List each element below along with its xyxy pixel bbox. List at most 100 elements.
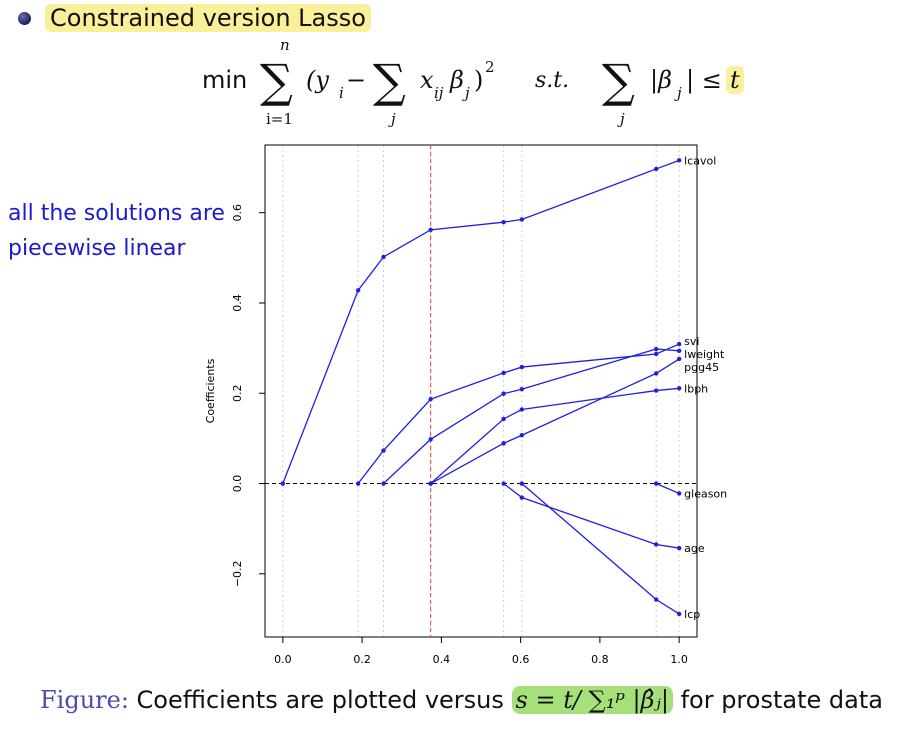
bullet-dot-icon [18, 11, 31, 25]
formula-sum3-lower: j [620, 110, 625, 128]
x-tick-label: 0.2 [353, 653, 371, 666]
formula-power: 2 [485, 58, 495, 76]
series-label-age: age [684, 542, 705, 555]
series-line-lcavol [282, 159, 680, 484]
formula-sum-lower: i=1 [266, 110, 293, 128]
lasso-formula: min n ∑ i=1 (y i − ∑ j x ij β j ) 2 s.t.… [200, 36, 760, 136]
side-note-line-2: piecewise linear [8, 236, 186, 261]
data-point-lcavol [355, 288, 361, 293]
series-line-pgg45 [430, 358, 680, 485]
formula-sigma-2: ∑ [373, 54, 406, 108]
figure-caption: Figure: Coefficients are plotted versus … [40, 686, 883, 714]
y-axis-label: Coefficients [204, 358, 217, 423]
series-label-lcavol: lcavol [684, 154, 716, 167]
data-point-lbph [519, 407, 525, 412]
caption-text-before: Coefficients are plotted versus [128, 686, 512, 714]
formula-inner-sub: j [391, 110, 396, 128]
x-tick-label: 0.8 [591, 653, 609, 666]
formula-sub-ij: ij [434, 84, 444, 102]
data-point-lbph [676, 386, 682, 391]
data-point-lweight [519, 386, 525, 392]
series-label-gleason: gleason [684, 487, 727, 500]
data-point-lcavol [519, 217, 525, 222]
plot-frame [264, 144, 698, 638]
series-label-lcp: lcp [684, 608, 700, 621]
data-point-lcavol [501, 219, 506, 225]
data-point-age [519, 495, 525, 500]
series-line-lcp [521, 483, 680, 615]
side-note: all the solutions are piecewise linear [8, 196, 248, 266]
x-tick-label: 1.0 [670, 653, 688, 666]
data-point-pgg45 [501, 441, 506, 446]
data-point-age [501, 481, 506, 486]
data-point-svi [653, 351, 659, 357]
formula-abs-beta: |β [650, 66, 672, 94]
data-point-gleason [653, 481, 659, 486]
data-point-lbph [428, 481, 433, 486]
formula-t: t [726, 66, 744, 94]
data-point-pgg45 [519, 433, 525, 438]
formula-sigma-3: ∑ [602, 54, 635, 108]
data-point-lbph [501, 416, 506, 422]
formula-abs-sub-j: j [677, 84, 682, 102]
data-point-age [676, 545, 682, 551]
formula-st: s.t. [535, 68, 570, 93]
y-tick-label: 0.4 [231, 294, 244, 312]
data-point-pgg45 [676, 356, 682, 362]
caption-highlight: s = t/ ∑₁ᵖ |β̂ⱼ| [511, 686, 673, 714]
formula-minus: − [346, 66, 367, 94]
formula-sub-j: j [465, 84, 470, 102]
data-point-svi [676, 341, 682, 347]
x-tick-label: 0.6 [512, 653, 530, 666]
formula-leq: | ≤ [686, 66, 722, 94]
series-label-lbph: lbph [684, 382, 708, 395]
data-point-svi [519, 364, 525, 370]
y-tick-label: −0.2 [231, 560, 244, 587]
formula-min: min [202, 66, 248, 94]
y-tick-label: 0.2 [231, 385, 244, 403]
data-point-lweight [381, 481, 386, 486]
data-point-lcavol [280, 481, 286, 486]
formula-sum-upper: n [280, 36, 290, 54]
formula-sigma-1: ∑ [260, 54, 293, 108]
formula-sub-i: i [339, 84, 344, 102]
data-point-lweight [653, 346, 659, 352]
data-point-pgg45 [653, 371, 659, 376]
bullet-item: Constrained version Lasso [18, 4, 371, 32]
data-point-svi [355, 481, 361, 486]
data-point-lcavol [676, 158, 682, 163]
series-label-lweight: lweight [684, 348, 725, 361]
series-line-gleason [655, 482, 680, 495]
data-point-lcp [519, 481, 525, 486]
data-point-lcavol [381, 254, 386, 260]
data-point-lcp [653, 597, 659, 602]
formula-beta: β [450, 66, 464, 94]
series-line-lbph [430, 387, 680, 485]
data-point-lcp [676, 611, 682, 617]
data-point-lcavol [428, 227, 433, 233]
data-point-gleason [676, 491, 682, 496]
formula-x: x [420, 66, 434, 94]
data-point-lbph [653, 388, 659, 393]
data-point-lcavol [653, 166, 659, 172]
side-note-line-1: all the solutions are [8, 201, 225, 226]
series-line-lweight [383, 348, 680, 485]
bullet-title: Constrained version Lasso [45, 4, 371, 32]
y-tick-label: 0.6 [231, 204, 244, 222]
data-point-age [653, 542, 659, 547]
data-point-svi [428, 396, 433, 402]
series-label-pgg45: pgg45 [684, 361, 719, 374]
series-label-svi: svi [684, 335, 699, 348]
data-point-lweight [676, 348, 682, 354]
caption-figure-word: Figure: [40, 686, 129, 714]
data-point-lweight [428, 437, 433, 442]
formula-close: ) [474, 66, 484, 94]
formula-term: (y [306, 66, 329, 94]
x-tick-label: 0.4 [433, 653, 451, 666]
data-point-lweight [501, 391, 506, 396]
data-point-svi [501, 370, 506, 376]
y-tick-label: 0.0 [231, 475, 244, 493]
caption-text-after: for prostate data [672, 686, 883, 714]
x-tick-label: 0.0 [274, 653, 292, 666]
